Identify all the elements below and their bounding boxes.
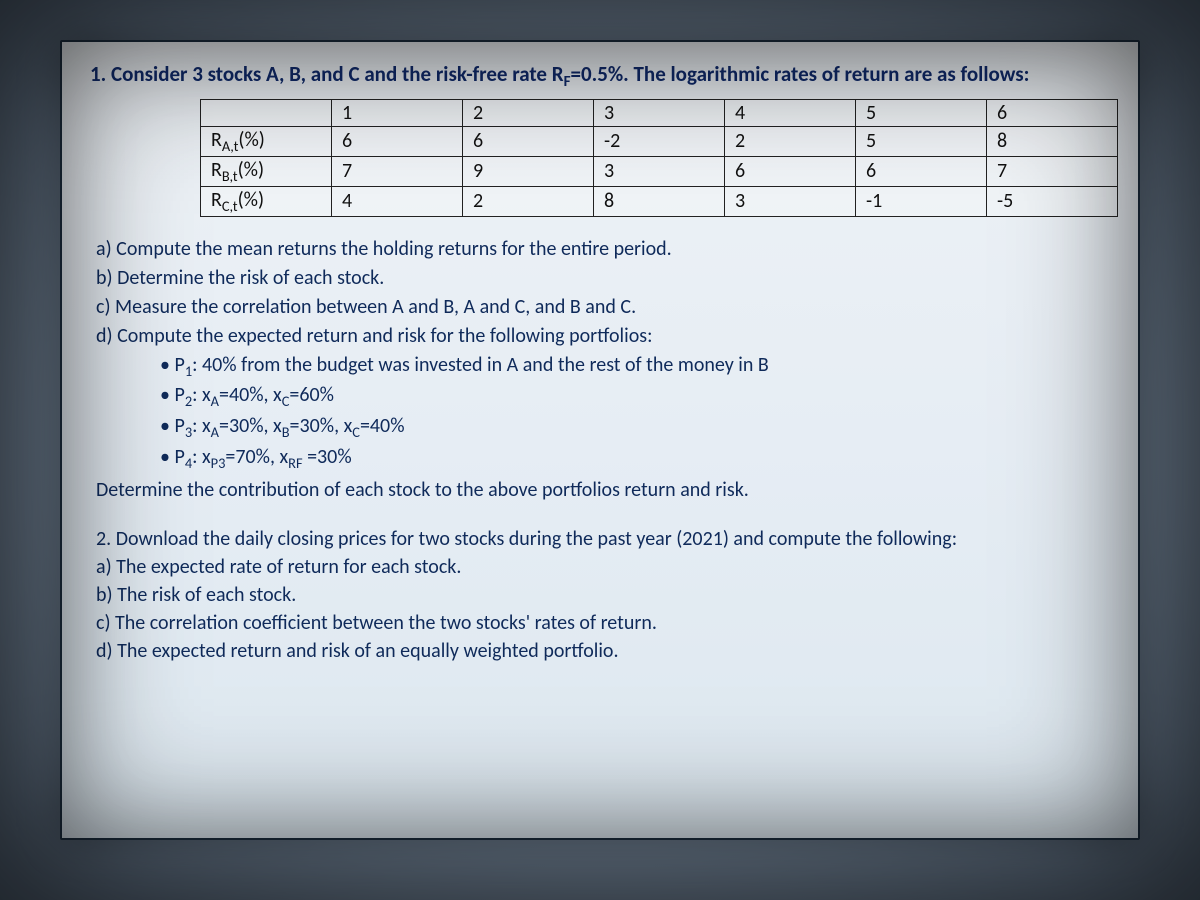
- cell: 7: [987, 156, 1118, 186]
- table-header-row: 1 2 3 4 5 6: [201, 99, 1118, 126]
- cell: 8: [987, 126, 1118, 156]
- q1-part-a: a) Compute the mean returns the holding …: [96, 235, 1110, 264]
- question-1-intro: 1. Consider 3 stocks A, B, and C and the…: [90, 60, 1110, 93]
- table-col-4: 4: [725, 99, 856, 126]
- cell: 9: [463, 156, 594, 186]
- row-label-A: RA,t(%): [201, 126, 332, 156]
- portfolio-p4: P4: xP3=70%, xRF =30%: [160, 443, 1110, 474]
- q1-intro-prefix: 1. Consider 3 stocks A, B, and C and the…: [90, 61, 564, 87]
- q2-part-d: d) The expected return and risk of an eq…: [96, 637, 1110, 665]
- question-2: 2. Download the daily closing prices for…: [90, 525, 1110, 665]
- q2-part-b: b) The risk of each stock.: [96, 581, 1110, 609]
- table-col-2: 2: [463, 99, 594, 126]
- q1-part-d: d) Compute the expected return and risk …: [96, 322, 1110, 351]
- cell: 2: [463, 186, 594, 216]
- q1-part-c: c) Measure the correlation between A and…: [96, 293, 1110, 322]
- document-page: 1. Consider 3 stocks A, B, and C and the…: [60, 40, 1140, 840]
- cell: 3: [725, 186, 856, 216]
- portfolio-p2: P2: xA=40%, xC=60%: [160, 381, 1110, 412]
- q2-part-a: a) The expected rate of return for each …: [96, 553, 1110, 581]
- q2-part-c: c) The correlation coefficient between t…: [96, 609, 1110, 637]
- table-row: RB,t(%) 7 9 3 6 6 7: [201, 156, 1118, 186]
- table-header-blank: [201, 99, 332, 126]
- cell: 6: [856, 156, 987, 186]
- table-col-1: 1: [332, 99, 463, 126]
- q1-closing: Determine the contribution of each stock…: [96, 476, 1110, 505]
- cell: 7: [332, 156, 463, 186]
- cell: 6: [725, 156, 856, 186]
- row-label-B: RB,t(%): [201, 156, 332, 186]
- cell: 8: [594, 186, 725, 216]
- table-col-6: 6: [987, 99, 1118, 126]
- cell: -2: [594, 126, 725, 156]
- portfolio-p3: P3: xA=30%, xB=30%, xC=40%: [160, 412, 1110, 443]
- table-col-5: 5: [856, 99, 987, 126]
- cell: 2: [725, 126, 856, 156]
- q1-intro-suffix: =0.5%. The logarithmic rates of return a…: [571, 61, 1030, 87]
- cell: 5: [856, 126, 987, 156]
- table-row: RA,t(%) 6 6 -2 2 5 8: [201, 126, 1118, 156]
- cell: 3: [594, 156, 725, 186]
- q2-intro: 2. Download the daily closing prices for…: [96, 525, 1110, 553]
- row-label-C: RC,t(%): [201, 186, 332, 216]
- cell: 4: [332, 186, 463, 216]
- cell: -5: [987, 186, 1118, 216]
- question-1-parts: a) Compute the mean returns the holding …: [90, 235, 1110, 506]
- table-row: RC,t(%) 4 2 8 3 -1 -5: [201, 186, 1118, 216]
- returns-table: 1 2 3 4 5 6 RA,t(%) 6 6 -2 2 5 8 RB,t(%)…: [200, 99, 1118, 217]
- table-col-3: 3: [594, 99, 725, 126]
- q1-part-b: b) Determine the risk of each stock.: [96, 264, 1110, 293]
- cell: 6: [332, 126, 463, 156]
- cell: -1: [856, 186, 987, 216]
- portfolio-p1: P1: 40% from the budget was invested in …: [160, 351, 1110, 382]
- cell: 6: [463, 126, 594, 156]
- q1-intro-sub: F: [564, 73, 571, 91]
